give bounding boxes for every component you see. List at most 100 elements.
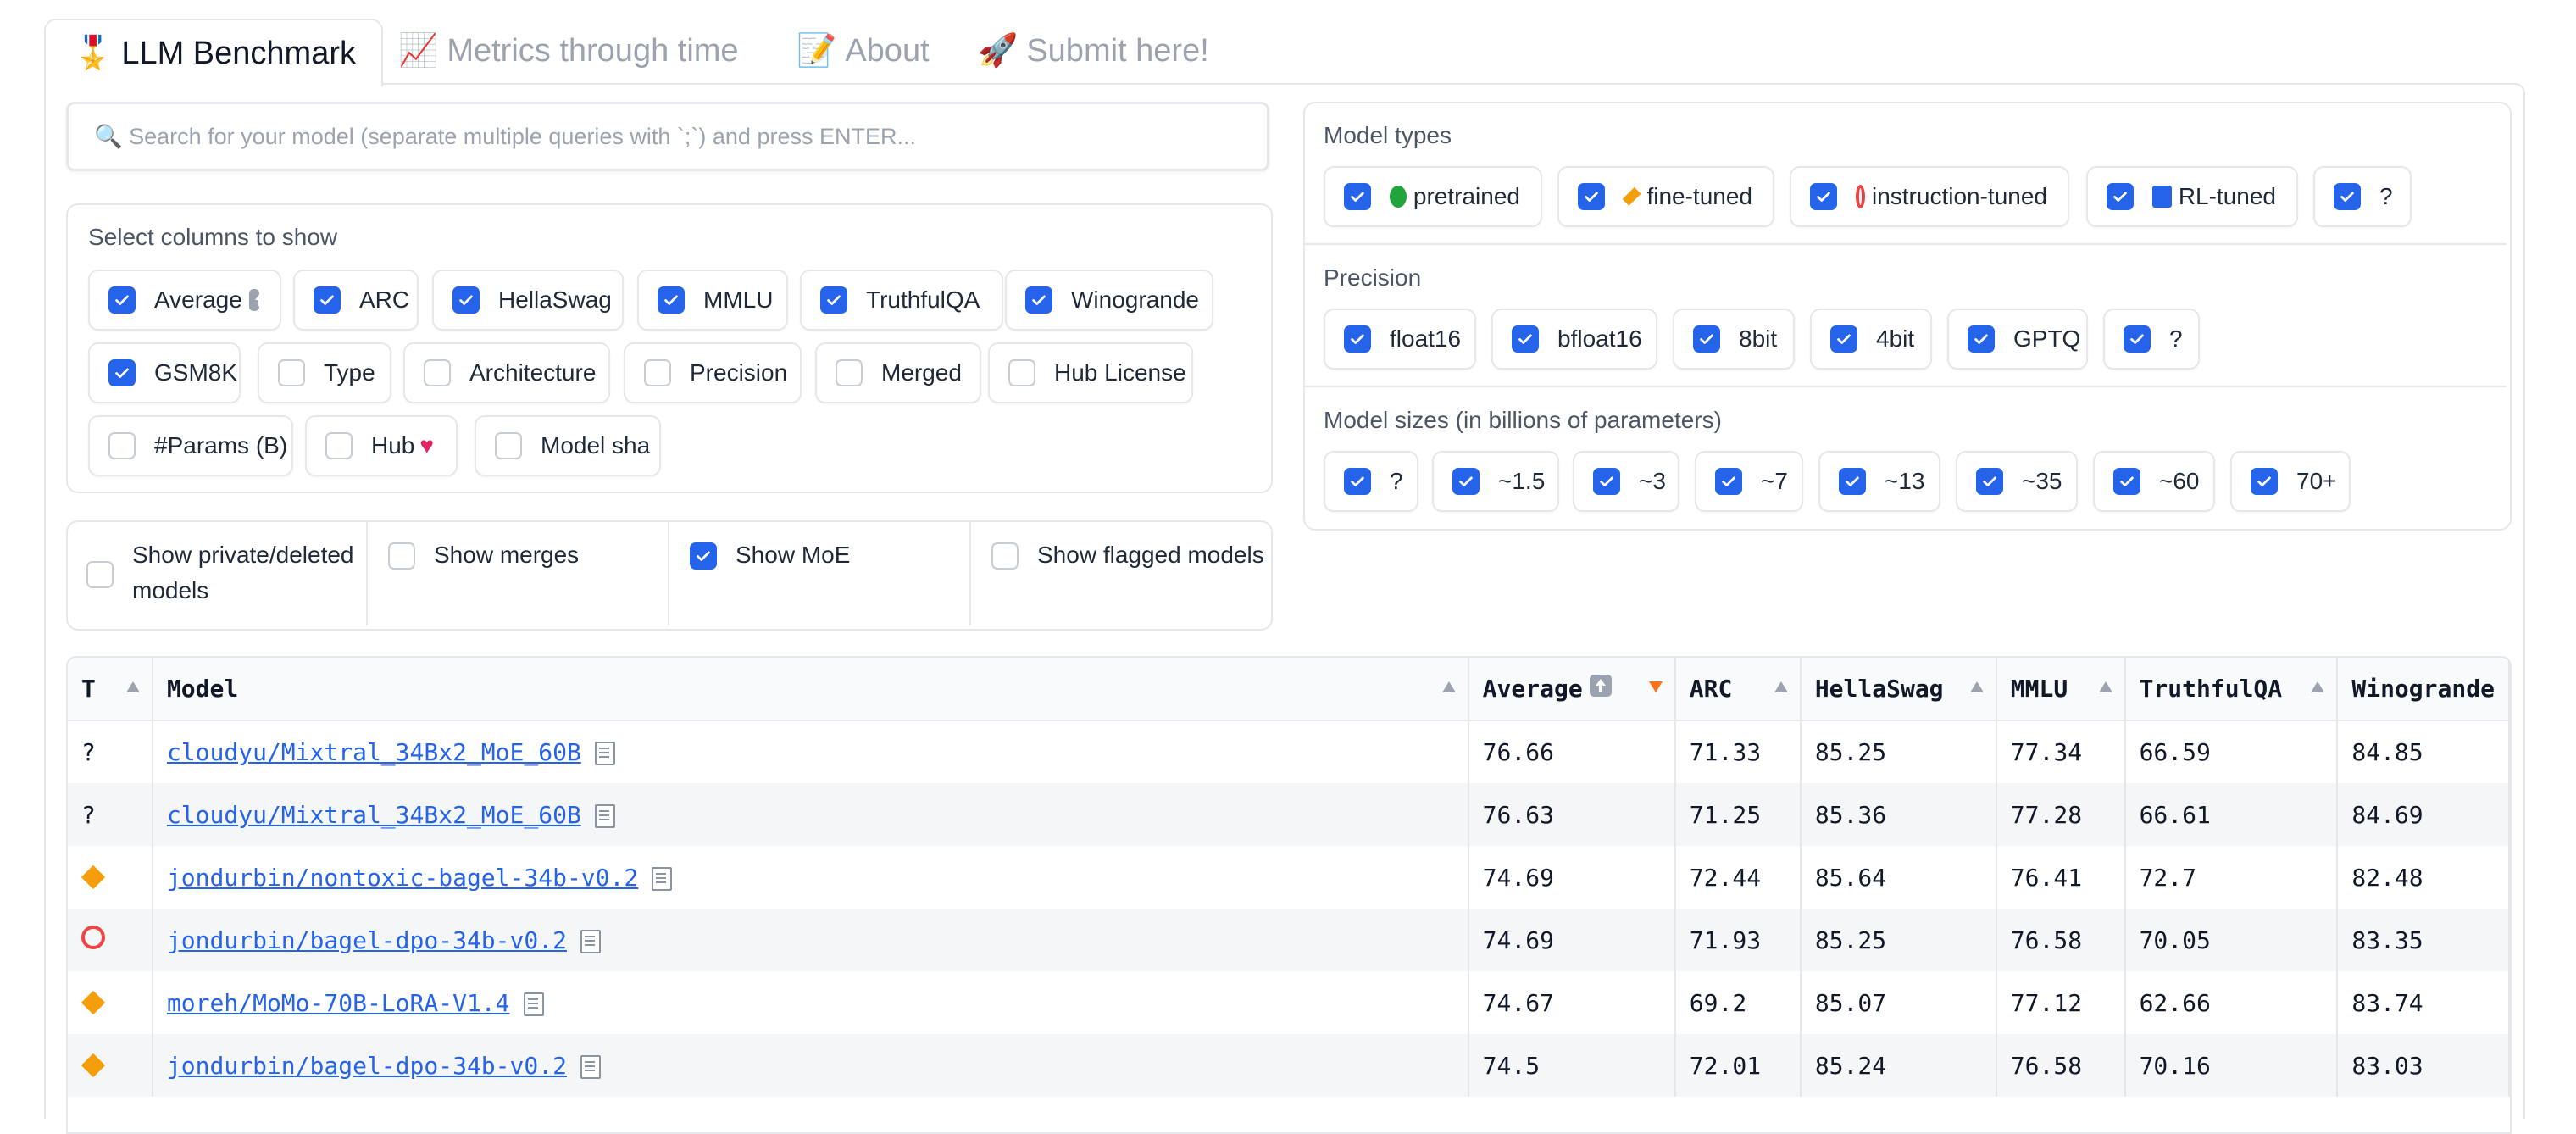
- precision-bfloat16[interactable]: bfloat16: [1491, 309, 1657, 370]
- sort-icon[interactable]: [1441, 681, 1456, 692]
- checkbox-checked-icon[interactable]: [108, 359, 136, 386]
- sort-icon[interactable]: [2311, 681, 2325, 692]
- model-link[interactable]: cloudyu/Mixtral_34Bx2_MoE_60B: [166, 738, 581, 766]
- checkbox-checked-icon[interactable]: [2251, 468, 2278, 495]
- checkbox-unchecked-icon[interactable]: [836, 359, 863, 386]
- checkbox-checked-icon[interactable]: [452, 286, 480, 314]
- column-toggle-average[interactable]: Average: [88, 270, 281, 331]
- column-toggle-winogrande[interactable]: Winogrande: [1005, 270, 1213, 331]
- checkbox-unchecked-icon[interactable]: [108, 432, 136, 459]
- checkbox-checked-icon[interactable]: [1968, 325, 1995, 353]
- column-toggle-model-sha[interactable]: Model sha: [475, 415, 661, 476]
- size-unknown[interactable]: ?: [1324, 451, 1418, 512]
- copy-document-icon[interactable]: [594, 742, 615, 765]
- option-show-merges[interactable]: Show merges: [388, 537, 579, 573]
- header-mmlu[interactable]: MMLU: [1996, 658, 2126, 721]
- tab-metrics-through-time[interactable]: 📈 Metrics through time: [398, 19, 739, 83]
- checkbox-unchecked-icon[interactable]: [325, 432, 353, 459]
- checkbox-checked-icon[interactable]: [2334, 183, 2361, 210]
- sort-icon[interactable]: [1969, 681, 1984, 692]
- copy-document-icon[interactable]: [594, 803, 615, 828]
- column-toggle-truthfulqa[interactable]: TruthfulQA: [800, 270, 1003, 331]
- header-truthfulqa[interactable]: TruthfulQA: [2124, 658, 2339, 721]
- checkbox-checked-icon[interactable]: [1839, 468, 1866, 495]
- checkbox-checked-icon[interactable]: [1344, 325, 1371, 353]
- column-toggle-type[interactable]: Type: [258, 342, 391, 403]
- size-13b[interactable]: ~13: [1818, 451, 1940, 512]
- copy-document-icon[interactable]: [523, 992, 544, 1016]
- checkbox-checked-icon[interactable]: [690, 542, 717, 570]
- size-1-5b[interactable]: ~1.5: [1432, 451, 1559, 512]
- size-35b[interactable]: ~35: [1956, 451, 2078, 512]
- column-toggle-arc[interactable]: ARC: [293, 270, 419, 331]
- column-toggle-merged[interactable]: Merged: [815, 342, 981, 403]
- checkbox-checked-icon[interactable]: [1578, 183, 1605, 210]
- model-link[interactable]: jondurbin/bagel-dpo-34b-v0.2: [166, 926, 567, 954]
- copy-document-icon[interactable]: [580, 1054, 601, 1079]
- precision-float16[interactable]: float16: [1324, 309, 1476, 370]
- checkbox-unchecked-icon[interactable]: [1008, 359, 1035, 386]
- model-type-pretrained[interactable]: pretrained: [1324, 166, 1542, 227]
- checkbox-checked-icon[interactable]: [1830, 325, 1857, 353]
- copy-document-icon[interactable]: [652, 866, 673, 891]
- header-winogrande[interactable]: Winogrande: [2337, 658, 2510, 721]
- model-type-rl-tuned[interactable]: RL-tuned: [2086, 166, 2298, 227]
- checkbox-checked-icon[interactable]: [1025, 286, 1052, 314]
- checkbox-checked-icon[interactable]: [820, 286, 847, 314]
- tab-about[interactable]: 📝 About: [797, 19, 930, 83]
- model-link[interactable]: cloudyu/Mixtral_34Bx2_MoE_60B: [166, 800, 581, 829]
- checkbox-unchecked-icon[interactable]: [991, 542, 1019, 570]
- checkbox-checked-icon[interactable]: [1344, 468, 1371, 495]
- checkbox-checked-icon[interactable]: [1715, 468, 1742, 495]
- model-link[interactable]: jondurbin/nontoxic-bagel-34b-v0.2: [166, 863, 639, 892]
- copy-document-icon[interactable]: [580, 929, 601, 953]
- checkbox-unchecked-icon[interactable]: [644, 359, 671, 386]
- sort-icon[interactable]: [1774, 681, 1788, 692]
- size-3b[interactable]: ~3: [1573, 451, 1679, 512]
- sort-icon[interactable]: [125, 681, 140, 692]
- header-model[interactable]: Model: [152, 658, 1469, 721]
- size-7b[interactable]: ~7: [1695, 451, 1803, 512]
- size-70b-plus[interactable]: 70+: [2230, 451, 2351, 512]
- size-60b[interactable]: ~60: [2093, 451, 2215, 512]
- header-arc[interactable]: ARC: [1674, 658, 1802, 721]
- checkbox-unchecked-icon[interactable]: [278, 359, 305, 386]
- checkbox-unchecked-icon[interactable]: [424, 359, 451, 386]
- precision-8bit[interactable]: 8bit: [1673, 309, 1795, 370]
- option-show-flagged[interactable]: Show flagged models: [991, 537, 1264, 573]
- column-toggle-architecture[interactable]: Architecture: [403, 342, 610, 403]
- checkbox-checked-icon[interactable]: [2107, 183, 2134, 210]
- header-type[interactable]: T: [68, 658, 153, 721]
- checkbox-checked-icon[interactable]: [1344, 183, 1371, 210]
- checkbox-checked-icon[interactable]: [1976, 468, 2003, 495]
- model-type-instruction-tuned[interactable]: instruction-tuned: [1790, 166, 2069, 227]
- model-type-unknown[interactable]: ?: [2313, 166, 2412, 227]
- checkbox-checked-icon[interactable]: [2113, 468, 2140, 495]
- column-toggle-mmlu[interactable]: MMLU: [637, 270, 788, 331]
- checkbox-checked-icon[interactable]: [1810, 183, 1837, 210]
- column-toggle-hub[interactable]: Hub ♥: [305, 415, 458, 476]
- tab-submit[interactable]: 🚀 Submit here!: [978, 19, 1209, 83]
- checkbox-checked-icon[interactable]: [1452, 468, 1480, 495]
- checkbox-checked-icon[interactable]: [1512, 325, 1539, 353]
- column-toggle-hub-license[interactable]: Hub License: [988, 342, 1193, 403]
- checkbox-unchecked-icon[interactable]: [388, 542, 415, 570]
- checkbox-checked-icon[interactable]: [2124, 325, 2151, 353]
- model-link[interactable]: jondurbin/bagel-dpo-34b-v0.2: [166, 1051, 567, 1080]
- column-toggle-hellaswag[interactable]: HellaSwag: [432, 270, 624, 331]
- checkbox-checked-icon[interactable]: [1693, 325, 1720, 353]
- checkbox-checked-icon[interactable]: [658, 286, 685, 314]
- checkbox-checked-icon[interactable]: [314, 286, 341, 314]
- search-input[interactable]: 🔍 Search for your model (separate multip…: [66, 102, 1269, 171]
- checkbox-checked-icon[interactable]: [108, 286, 136, 314]
- column-toggle-gsm8k[interactable]: GSM8K: [88, 342, 241, 403]
- header-hellaswag[interactable]: HellaSwag: [1800, 658, 1997, 721]
- sort-icon[interactable]: [2098, 681, 2112, 692]
- precision-4bit[interactable]: 4bit: [1810, 309, 1932, 370]
- option-show-private-deleted[interactable]: Show private/deleted models: [86, 537, 358, 609]
- checkbox-checked-icon[interactable]: [1593, 468, 1620, 495]
- precision-unknown[interactable]: ?: [2103, 309, 2200, 370]
- model-type-fine-tuned[interactable]: fine-tuned: [1557, 166, 1774, 227]
- option-show-moe[interactable]: Show MoE: [690, 537, 850, 573]
- precision-gptq[interactable]: GPTQ: [1947, 309, 2088, 370]
